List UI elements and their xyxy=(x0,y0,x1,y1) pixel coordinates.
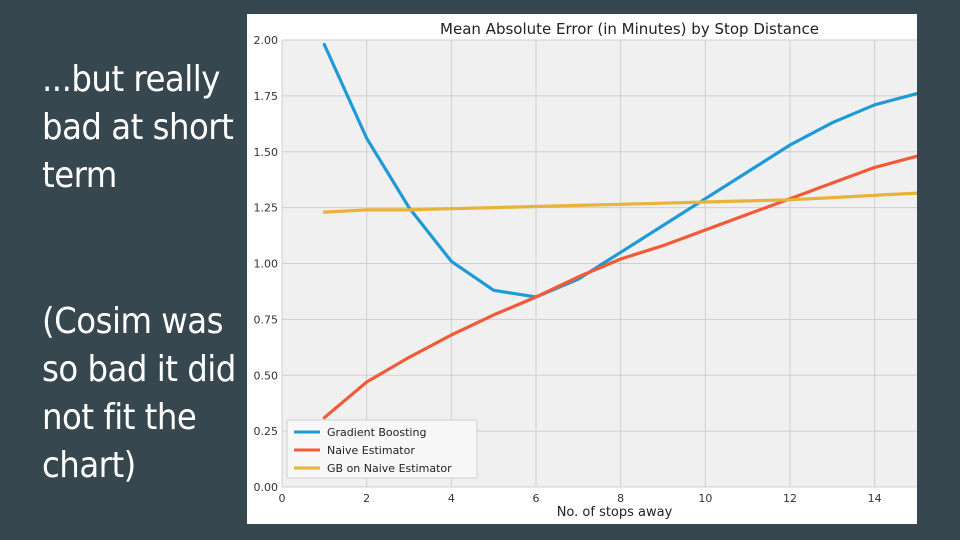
y-tick-label: 1.00 xyxy=(254,258,279,271)
x-tick-label: 14 xyxy=(868,492,882,505)
note-line: (Cosim was xyxy=(42,301,224,342)
series-line-naive-estimator xyxy=(322,154,917,420)
y-tick-label: 0.75 xyxy=(254,313,279,326)
y-tick-label: 0.50 xyxy=(254,369,279,382)
legend-entry: Gradient Boosting xyxy=(327,426,426,439)
x-tick-label: 12 xyxy=(783,492,797,505)
y-tick-label: 1.50 xyxy=(254,146,279,159)
note-line: so bad it did xyxy=(42,349,236,390)
y-tick-label: 1.75 xyxy=(254,90,279,103)
legend-entry: GB on Naive Estimator xyxy=(327,462,452,475)
x-axis-label: No. of stops away xyxy=(557,505,673,520)
note-line: not fit the xyxy=(42,397,197,438)
note-line: chart) xyxy=(42,445,136,486)
x-tick-label: 10 xyxy=(698,492,712,505)
headline-line: bad at short xyxy=(42,107,234,148)
slide-note: (Cosim was so bad it did not fit the cha… xyxy=(42,298,236,490)
line-chart: 0 2 4 6 8 10 12 14 0.00 0.25 0.50 0.75 1.00 1.25 1.50 1… xyxy=(254,20,917,520)
series-line-gb-on-naive-estimator xyxy=(322,191,917,214)
headline-line: term xyxy=(42,155,117,196)
y-tick-label: 1.25 xyxy=(254,202,279,215)
x-tick-label: 0 xyxy=(279,492,286,505)
x-tick-label: 6 xyxy=(533,492,540,505)
x-tick-label: 2 xyxy=(363,492,370,505)
y-tick-label: 0.25 xyxy=(254,425,279,438)
legend-box xyxy=(286,419,478,479)
chart-title: Mean Absolute Error (in Minutes) by Stop… xyxy=(440,20,819,38)
slide-headline: ...but really bad at short term xyxy=(42,56,234,200)
headline-line: ...but really xyxy=(42,59,220,100)
x-tick-label: 4 xyxy=(448,492,455,505)
y-tick-label: 0.00 xyxy=(254,481,279,494)
series-line-gradient-boosting xyxy=(322,42,917,299)
x-tick-label: 8 xyxy=(617,492,624,505)
chart-panel: 0 2 4 6 8 10 12 14 0.00 0.25 0.50 0.75 1.00 1.25 1.50 1… xyxy=(247,14,917,524)
y-tick-label: 2.00 xyxy=(254,34,279,47)
legend-entry: Naive Estimator xyxy=(327,444,415,457)
